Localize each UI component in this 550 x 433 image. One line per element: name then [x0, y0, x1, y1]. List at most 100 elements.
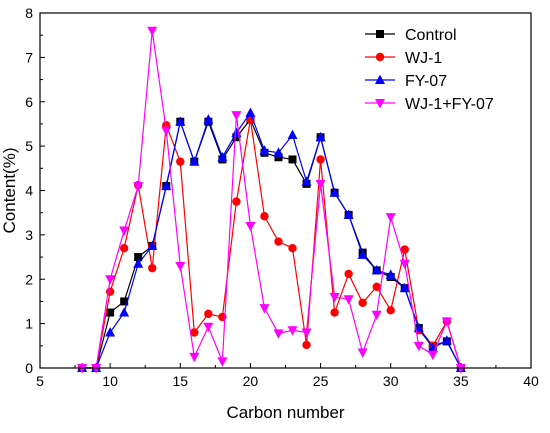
data-point-wj-1 [386, 306, 395, 315]
data-point-wj-1-fy-07 [371, 310, 382, 321]
data-point-wj-1-fy-07 [105, 275, 116, 285]
data-point-fy-07 [343, 209, 354, 219]
series-wj-1 [77, 115, 466, 373]
data-point-wj-1-fy-07 [147, 26, 158, 37]
legend-item-fy-07: FY-07 [365, 73, 447, 90]
data-point-wj-1-fy-07 [385, 213, 396, 223]
legend-marker [376, 30, 384, 38]
data-point-wj-1-fy-07 [455, 364, 466, 374]
x-tick-label: 5 [36, 373, 44, 389]
legend-marker [375, 74, 385, 84]
x-tick-label: 25 [313, 373, 329, 389]
legend-item-wj-1: WJ-1 [365, 50, 442, 67]
data-point-wj-1-fy-07 [315, 179, 326, 190]
data-point-wj-1 [302, 340, 311, 350]
y-tick-label: 3 [25, 227, 33, 243]
series-wj-1-fy-07 [77, 26, 466, 374]
data-point-wj-1-fy-07 [259, 304, 270, 314]
data-point-wj-1-fy-07 [245, 222, 256, 232]
data-point-control [274, 153, 283, 162]
y-tick-label: 2 [25, 271, 33, 287]
data-point-wj-1-fy-07 [427, 350, 438, 361]
x-tick-label: 40 [523, 373, 539, 389]
y-axis-title: Content(%) [0, 148, 19, 234]
data-point-control [120, 297, 129, 306]
data-point-fy-07 [203, 114, 214, 124]
series-control [78, 115, 465, 372]
y-tick-label: 8 [25, 5, 33, 21]
data-point-fy-07 [133, 258, 144, 268]
legend-label: WJ-1 [405, 50, 442, 67]
data-point-fy-07 [217, 151, 228, 162]
data-point-wj-1-fy-07 [203, 322, 214, 333]
data-point-fy-07 [357, 249, 368, 259]
data-point-wj-1 [176, 157, 185, 166]
data-point-control [232, 133, 241, 142]
data-point-fy-07 [189, 156, 200, 166]
x-tick-label: 35 [453, 373, 469, 389]
data-point-fy-07 [301, 176, 312, 186]
data-point-wj-1-fy-07 [133, 182, 144, 192]
data-point-wj-1-fy-07 [175, 261, 186, 272]
y-tick-label: 6 [25, 94, 33, 110]
plot-frame [39, 12, 532, 369]
legend: Control WJ-1 FY-07 WJ-1+FY-07 [365, 27, 494, 113]
y-tick-label: 1 [25, 316, 33, 332]
series-layer [77, 26, 466, 374]
x-tick-label: 30 [383, 373, 399, 389]
data-point-wj-1 [400, 245, 409, 254]
data-point-control [106, 308, 115, 317]
x-tick-label: 20 [243, 373, 259, 389]
data-point-wj-1-fy-07 [77, 364, 88, 374]
data-point-wj-1-fy-07 [161, 126, 172, 136]
data-point-fy-07 [441, 335, 452, 345]
data-point-wj-1-fy-07 [413, 341, 424, 352]
data-point-wj-1 [260, 212, 269, 221]
data-point-wj-1 [288, 243, 297, 253]
legend-item-control: Control [365, 27, 457, 44]
legend-label: Control [405, 27, 457, 44]
data-point-wj-1 [204, 309, 213, 319]
data-point-wj-1 [119, 243, 129, 253]
data-point-wj-1-fy-07 [287, 326, 298, 336]
data-point-wj-1 [148, 263, 157, 273]
data-point-fy-07 [385, 269, 396, 279]
data-point-fy-07 [399, 282, 410, 293]
data-point-fy-07 [273, 147, 284, 157]
data-point-wj-1-fy-07 [357, 348, 368, 358]
data-point-wj-1 [316, 155, 325, 164]
data-point-wj-1-fy-07 [441, 317, 452, 327]
legend-item-wj-1-fy-07: WJ-1+FY-07 [365, 96, 494, 113]
data-point-fy-07 [287, 129, 298, 140]
series-fy-07 [77, 107, 466, 372]
y-tick-label: 5 [25, 138, 33, 154]
data-point-fy-07 [119, 307, 130, 317]
legend-marker [375, 99, 385, 109]
y-tick-label: 4 [25, 183, 33, 199]
data-point-wj-1-fy-07 [273, 329, 284, 339]
data-point-fy-07 [161, 180, 172, 191]
data-point-control [134, 253, 143, 262]
data-point-fy-07 [259, 145, 270, 155]
data-point-wj-1-fy-07 [119, 226, 130, 236]
data-point-wj-1 [274, 237, 283, 246]
series-line-wj-1-fy-07 [82, 30, 462, 369]
x-tick-label: 15 [172, 373, 188, 389]
x-tick-label: 10 [102, 373, 118, 389]
data-point-fy-07 [245, 107, 256, 117]
data-point-wj-1-fy-07 [343, 295, 354, 305]
data-point-wj-1 [358, 298, 367, 307]
data-point-fy-07 [105, 327, 116, 337]
data-point-wj-1 [372, 282, 381, 291]
data-point-wj-1-fy-07 [91, 364, 102, 374]
legend-marker [375, 52, 385, 62]
data-point-wj-1 [190, 328, 199, 337]
data-point-fy-07 [315, 131, 326, 142]
data-point-fy-07 [371, 264, 382, 275]
data-point-wj-1-fy-07 [231, 111, 242, 121]
data-point-wj-1 [232, 197, 241, 206]
series-line-wj-1 [82, 119, 462, 369]
data-point-wj-1-fy-07 [399, 259, 410, 270]
data-point-wj-1 [344, 269, 353, 279]
